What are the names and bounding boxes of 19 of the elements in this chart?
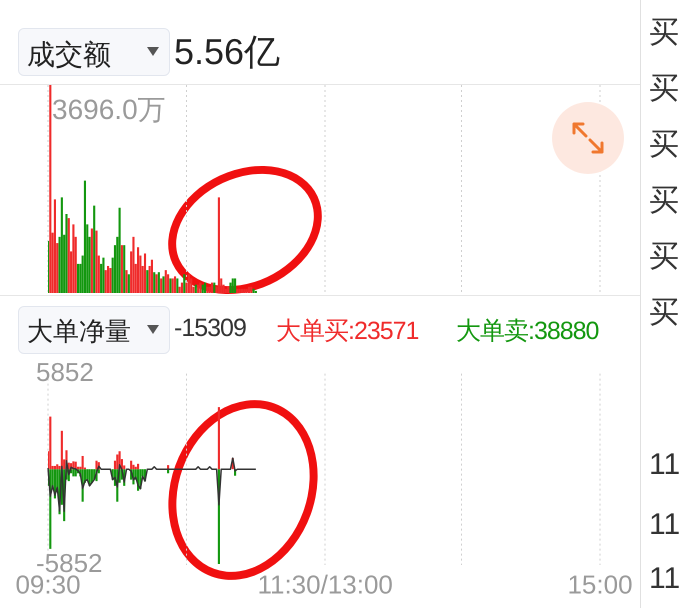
text: 买 xyxy=(649,183,679,219)
text: 买 xyxy=(649,127,679,163)
x-tick-label: 15:00 xyxy=(567,570,633,600)
annotation: 3696.0万 xyxy=(52,91,166,129)
text: 买 xyxy=(649,71,679,107)
x-tick-label: 11:30/13:00 xyxy=(257,570,393,600)
y-tick-label: 5852 xyxy=(36,356,94,387)
text: -15309 xyxy=(174,314,246,343)
text: 大单买:23571 xyxy=(276,316,418,347)
text: 买 xyxy=(649,239,679,275)
text: 买 xyxy=(649,15,679,51)
text: 11 xyxy=(649,508,680,542)
text: 11 xyxy=(649,562,680,596)
chart-subtitle: 5.56亿 xyxy=(174,30,280,74)
text: 大单卖:38880 xyxy=(456,316,598,347)
text: 买 xyxy=(649,295,679,331)
chart-title: 大单净量 xyxy=(27,315,131,348)
text: 11 xyxy=(649,448,680,482)
chart-title: 成交额 xyxy=(27,38,111,72)
